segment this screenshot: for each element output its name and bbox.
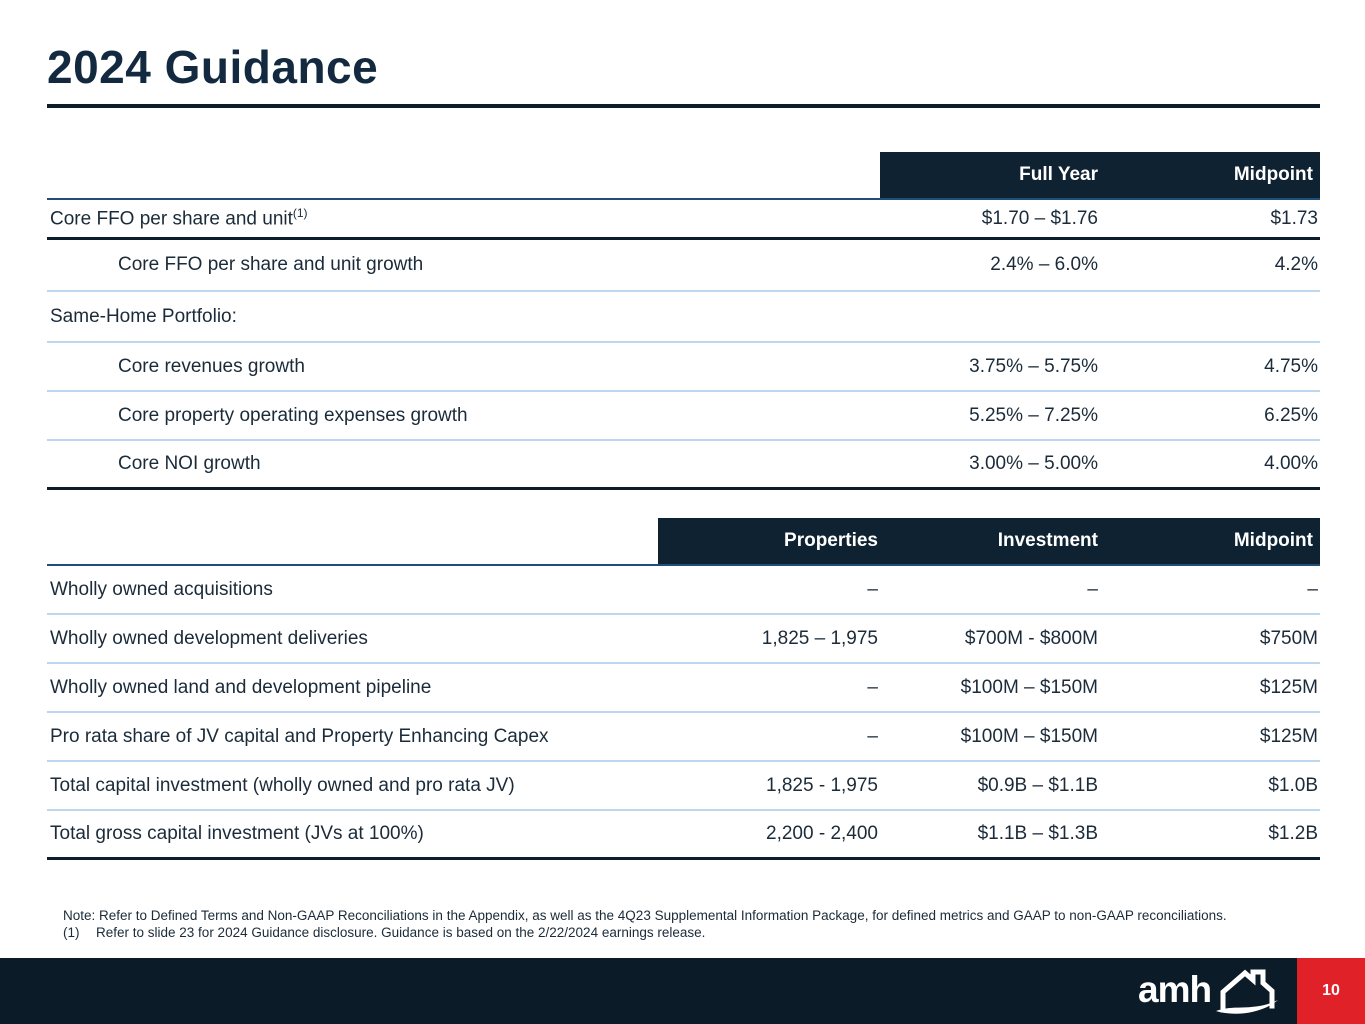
full-year-value: 3.00% – 5.00% xyxy=(969,453,1098,474)
footnote-text: Refer to slide 23 for 2024 Guidance disc… xyxy=(96,924,706,940)
properties-value: 1,825 - 1,975 xyxy=(766,774,878,796)
row-label: Same-Home Portfolio: xyxy=(50,305,237,327)
amh-logo: amh xyxy=(1138,958,1280,1024)
properties-value: 2,200 - 2,400 xyxy=(766,823,878,844)
table-row: Core revenues growth 3.75% – 5.75% 4.75% xyxy=(47,343,1320,392)
guidance-table-investment: Properties Investment Midpoint Wholly ow… xyxy=(47,518,1320,860)
notes-block: Note: Refer to Defined Terms and Non-GAA… xyxy=(63,908,1227,941)
amh-logo-text: amh xyxy=(1138,968,1212,1010)
guidance-table-full-year: Full Year Midpoint Core FFO per share an… xyxy=(47,152,1320,490)
table1-header-row: Full Year Midpoint xyxy=(47,152,1320,200)
row-label-text: Core FFO per share and unit xyxy=(50,208,293,230)
table2-header-box: Properties Investment Midpoint xyxy=(658,518,1320,564)
table1-header-spacer xyxy=(47,152,880,198)
row-label: Wholly owned land and development pipeli… xyxy=(50,676,432,698)
midpoint-value: 4.2% xyxy=(1274,254,1318,275)
table-row: Wholly owned land and development pipeli… xyxy=(47,664,1320,713)
row-label: Core revenues growth xyxy=(118,355,305,377)
investment-value: $100M – $150M xyxy=(960,676,1098,698)
footnote-marker: (1) xyxy=(63,924,80,940)
row-label: Total gross capital investment (JVs at 1… xyxy=(50,823,424,844)
properties-value: 1,825 – 1,975 xyxy=(761,627,878,649)
page-number-box: 10 xyxy=(1297,958,1365,1024)
table2-header-investment: Investment xyxy=(997,530,1098,551)
page-number: 10 xyxy=(1322,982,1340,999)
page-title: 2024 Guidance xyxy=(47,41,379,93)
midpoint-value: 4.75% xyxy=(1264,355,1318,377)
row-label: Wholly owned development deliveries xyxy=(50,627,368,649)
table2-header-row: Properties Investment Midpoint xyxy=(47,518,1320,566)
investment-value: – xyxy=(1087,578,1098,600)
table-row: Core NOI growth 3.00% – 5.00% 4.00% xyxy=(47,441,1320,490)
table2-header-spacer xyxy=(47,518,658,564)
row-label: Wholly owned acquisitions xyxy=(50,578,273,600)
table-row: Total capital investment (wholly owned a… xyxy=(47,762,1320,811)
table-row: Core FFO per share and unit growth 2.4% … xyxy=(47,240,1320,292)
midpoint-value: $1.0B xyxy=(1268,774,1318,796)
properties-value: – xyxy=(867,725,878,747)
midpoint-value: $125M xyxy=(1259,676,1318,698)
investment-value: $700M - $800M xyxy=(964,627,1098,649)
row-label: Total capital investment (wholly owned a… xyxy=(50,774,515,796)
row-label: Core NOI growth xyxy=(118,453,261,474)
midpoint-value: $1.2B xyxy=(1268,823,1318,844)
footnote-line: (1) Refer to slide 23 for 2024 Guidance d… xyxy=(63,925,1227,942)
table-row: Wholly owned acquisitions – – – xyxy=(47,566,1320,615)
row-label: Core property operating expenses growth xyxy=(118,404,468,426)
investment-value: $0.9B – $1.1B xyxy=(977,774,1098,796)
table2-header-midpoint: Midpoint xyxy=(1233,530,1313,551)
table2-header-properties: Properties xyxy=(784,530,878,551)
midpoint-value: 4.00% xyxy=(1264,453,1318,474)
properties-value: – xyxy=(867,578,878,600)
full-year-value: 2.4% – 6.0% xyxy=(990,254,1098,275)
table1-header-box: Full Year Midpoint xyxy=(880,152,1320,198)
full-year-value: 5.25% – 7.25% xyxy=(969,404,1098,426)
table-row: Core FFO per share and unit(1) $1.70 – $… xyxy=(47,200,1320,240)
midpoint-value: $750M xyxy=(1259,627,1318,649)
table1-header-full-year: Full Year xyxy=(1019,164,1098,185)
midpoint-value: $125M xyxy=(1259,725,1318,747)
table1-header-midpoint: Midpoint xyxy=(1233,164,1313,185)
full-year-value: 3.75% – 5.75% xyxy=(969,355,1098,377)
midpoint-value: 6.25% xyxy=(1264,404,1318,426)
table-row: Wholly owned development deliveries 1,82… xyxy=(47,615,1320,664)
table-row: Core property operating expenses growth … xyxy=(47,392,1320,441)
title-divider xyxy=(47,104,1320,108)
house-icon xyxy=(1216,969,1279,1014)
table-row: Pro rata share of JV capital and Propert… xyxy=(47,713,1320,762)
table-row: Same-Home Portfolio: xyxy=(47,292,1320,343)
row-label: Pro rata share of JV capital and Propert… xyxy=(50,725,549,747)
investment-value: $1.1B – $1.3B xyxy=(977,823,1098,844)
footer-bar: amh xyxy=(0,958,1365,1024)
midpoint-value: – xyxy=(1307,578,1318,600)
note-line: Note: Refer to Defined Terms and Non-GAA… xyxy=(63,908,1227,923)
table-row: Total gross capital investment (JVs at 1… xyxy=(47,811,1320,860)
row-label: Core FFO per share and unit growth xyxy=(118,254,424,275)
properties-value: – xyxy=(867,676,878,698)
footnote-superscript: (1) xyxy=(292,206,308,221)
investment-value: $100M – $150M xyxy=(960,725,1098,747)
full-year-value: $1.70 – $1.76 xyxy=(981,207,1098,229)
midpoint-value: $1.73 xyxy=(1270,207,1318,229)
row-label: Core FFO per share and unit(1) xyxy=(47,206,878,230)
